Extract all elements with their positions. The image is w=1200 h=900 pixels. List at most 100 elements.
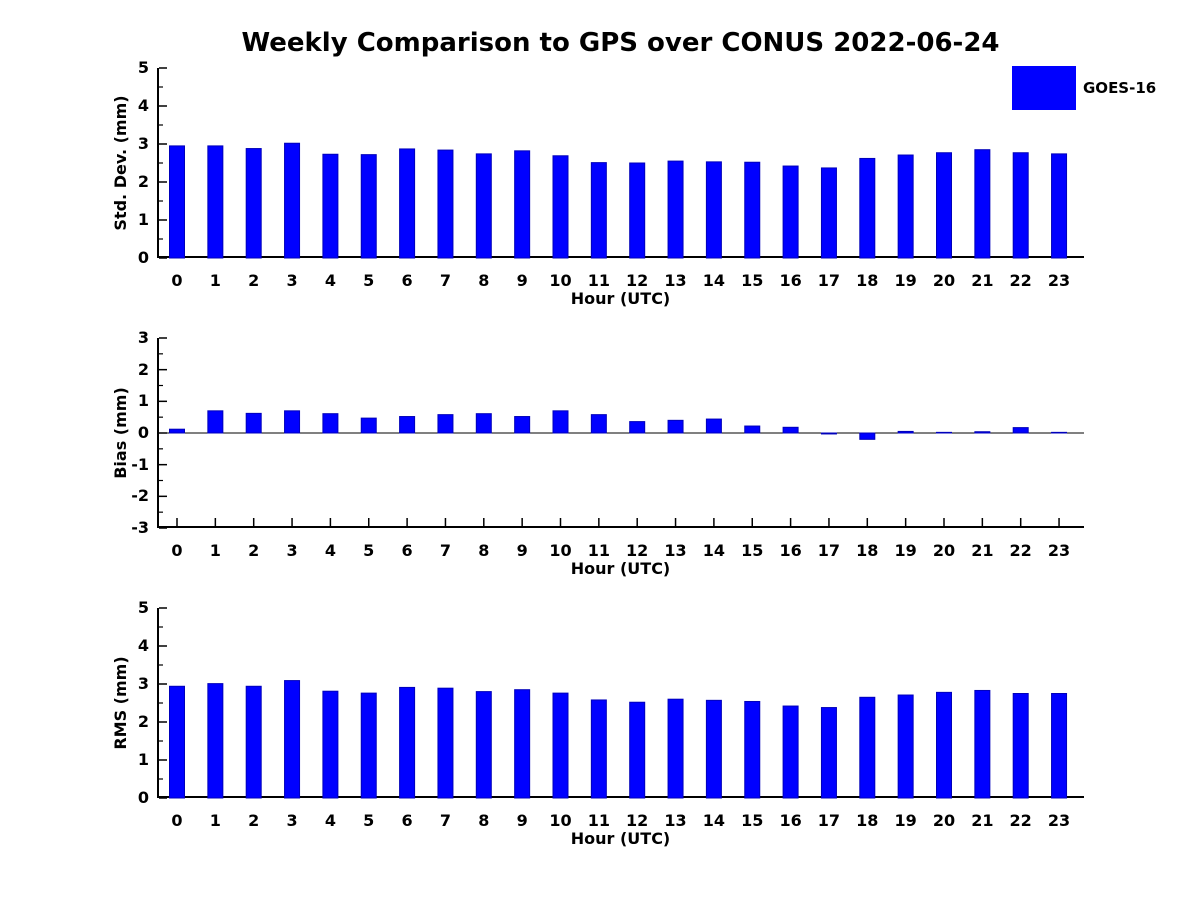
bar-hour-2 (245, 685, 262, 799)
bar-hour-10 (552, 410, 569, 434)
bar-hour-0 (169, 685, 185, 799)
bar-hour-11 (590, 162, 607, 259)
bar-hour-8 (475, 691, 492, 799)
bar-hour-1 (207, 683, 224, 799)
std_dev-xtick-label: 13 (664, 271, 687, 290)
bar-hour-16 (782, 165, 799, 259)
bar-hour-22 (1012, 427, 1029, 434)
bias-xtick-label: 11 (587, 541, 610, 560)
std_dev-plot (157, 67, 1084, 259)
bias-xtick-label: 17 (817, 541, 841, 560)
bias-ytick-label: 0 (137, 423, 149, 442)
bias-xtick-label: 8 (478, 541, 490, 560)
std_dev-xtick-label: 22 (1009, 271, 1032, 290)
rms-xtick-label: 12 (626, 811, 649, 830)
std_dev-xtick-label: 4 (324, 271, 336, 290)
rms-xtick-label: 17 (817, 811, 841, 830)
bar-hour-9 (514, 689, 531, 799)
bar-hour-1 (207, 410, 224, 434)
std_dev-xtick-label: 1 (209, 271, 221, 290)
bias-xlabel: Hour (UTC) (570, 559, 671, 578)
std_dev-ytick-label: 1 (137, 210, 149, 229)
bar-hour-15 (744, 700, 761, 799)
bar-hour-6 (399, 416, 416, 434)
bar-hour-3 (284, 680, 301, 799)
bias-xtick-label: 9 (516, 541, 528, 560)
bar-hour-19 (897, 430, 914, 434)
rms-xtick-label: 16 (779, 811, 802, 830)
bias-xtick-label: 18 (856, 541, 879, 560)
bar-hour-3 (284, 410, 301, 434)
bias-xtick-label: 14 (702, 541, 726, 560)
bar-hour-10 (552, 155, 569, 259)
bias-ytick-label: -1 (131, 454, 149, 474)
rms-xtick-label: 6 (401, 811, 413, 830)
std_dev-xtick-label: 3 (286, 271, 298, 290)
rms-xtick-label: 13 (664, 811, 687, 830)
bar-hour-11 (590, 414, 607, 434)
bar-hour-15 (744, 425, 761, 434)
std_dev-xtick-label: 5 (363, 271, 375, 290)
rms-xtick-label: 15 (741, 811, 764, 830)
bar-hour-0 (169, 145, 185, 259)
bar-hour-7 (437, 149, 454, 259)
bar-hour-17 (820, 167, 837, 259)
bar-hour-20 (936, 152, 952, 259)
bar-hour-16 (782, 705, 799, 799)
std_dev-xtick-label: 19 (894, 271, 917, 290)
legend-label: GOES-16 (1083, 79, 1157, 97)
bar-hour-4 (322, 153, 339, 259)
bar-hour-12 (629, 701, 646, 799)
rms-xtick-label: 7 (439, 811, 451, 830)
bar-hour-0 (169, 428, 185, 434)
bar-hour-5 (360, 692, 377, 799)
bar-hour-6 (399, 148, 416, 259)
bias-ytick-label: -3 (131, 518, 149, 537)
rms-xtick-label: 3 (286, 811, 298, 830)
rms-xtick-label: 0 (171, 811, 183, 830)
bar-hour-1 (207, 145, 224, 259)
rms-xtick-label: 14 (702, 811, 726, 830)
std_dev-ytick-label: 3 (137, 134, 149, 153)
bar-hour-21 (974, 689, 991, 799)
bar-hour-22 (1012, 152, 1029, 259)
bar-hour-13 (667, 698, 684, 799)
bar-hour-18 (859, 696, 876, 799)
bar-hour-6 (399, 686, 416, 799)
rms-ytick-label: 1 (137, 750, 149, 769)
rms-xtick-label: 23 (1047, 811, 1071, 830)
bar-hour-21 (974, 431, 991, 434)
bar-hour-2 (245, 412, 262, 434)
bias-xtick-label: 19 (894, 541, 917, 560)
std_dev-xtick-label: 7 (439, 271, 451, 290)
rms-ytick-label: 4 (137, 636, 149, 655)
rms-xtick-label: 18 (856, 811, 879, 830)
bias-xtick-label: 21 (971, 541, 994, 560)
std_dev-xtick-label: 20 (932, 271, 956, 290)
bar-hour-14 (705, 699, 722, 799)
bar-hour-23 (1051, 431, 1068, 434)
bias-xtick-label: 22 (1009, 541, 1032, 560)
bias-xtick-label: 13 (664, 541, 687, 560)
bias-xtick-label: 10 (549, 541, 572, 560)
bias-xtick-label: 0 (171, 541, 183, 560)
bias-plot (157, 337, 1084, 529)
std_dev-xlabel: Hour (UTC) (570, 289, 671, 308)
std_dev-ytick-label: 4 (137, 96, 149, 115)
bar-hour-19 (897, 694, 914, 799)
bar-hour-14 (705, 418, 722, 434)
rms-xtick-label: 21 (971, 811, 994, 830)
rms-xtick-label: 20 (932, 811, 956, 830)
std_dev-xtick-label: 21 (971, 271, 994, 290)
bar-hour-5 (360, 154, 377, 259)
rms-ylabel: RMS (mm) (111, 656, 130, 750)
bias-xtick-label: 1 (209, 541, 221, 560)
std_dev-xtick-label: 15 (741, 271, 764, 290)
bar-hour-17 (820, 432, 837, 435)
rms-xtick-label: 2 (248, 811, 260, 830)
std_dev-xtick-label: 16 (779, 271, 802, 290)
bias-ytick-label: 1 (137, 391, 149, 411)
bar-hour-2 (245, 148, 262, 259)
bar-hour-11 (590, 699, 607, 799)
